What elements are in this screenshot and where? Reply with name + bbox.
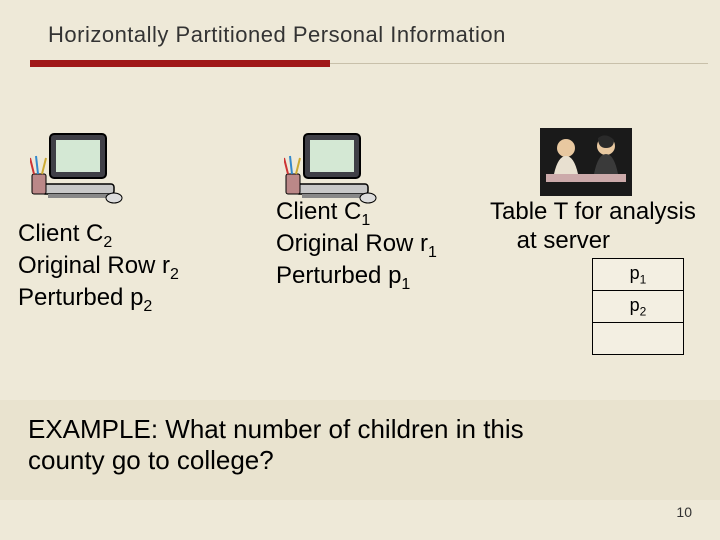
server-line1: Table T for analysis: [490, 198, 696, 225]
client2-label: Client C2 Original Row r2 Perturbed p2: [18, 220, 179, 316]
server-label: Table T for analysis at server: [490, 198, 696, 256]
table-row: p1: [593, 259, 684, 291]
page-number: 10: [676, 504, 692, 520]
slide: Horizontally Partitioned Personal Inform…: [0, 0, 720, 540]
title-underline-red: [30, 60, 330, 67]
client1-line1: Client C1: [276, 198, 370, 225]
table-row: [593, 323, 684, 355]
server-people-icon: [540, 128, 632, 196]
client2-line3: Perturbed p2: [18, 284, 152, 311]
client1-line3: Perturbed p1: [276, 262, 410, 289]
server-line2: at server: [517, 227, 610, 254]
client1-label: Client C1 Original Row r1 Perturbed p1: [276, 198, 437, 294]
title-underline-gray: [330, 63, 708, 64]
slide-title: Horizontally Partitioned Personal Inform…: [48, 22, 506, 48]
table-row: p2: [593, 291, 684, 323]
example-question: EXAMPLE: What number of children in this…: [28, 414, 524, 476]
client2-line1: Client C2: [18, 220, 112, 247]
client1-line2: Original Row r1: [276, 230, 437, 257]
computer-icon: [30, 128, 126, 218]
client2-line2: Original Row r2: [18, 252, 179, 279]
analysis-table: p1 p2: [592, 258, 684, 355]
